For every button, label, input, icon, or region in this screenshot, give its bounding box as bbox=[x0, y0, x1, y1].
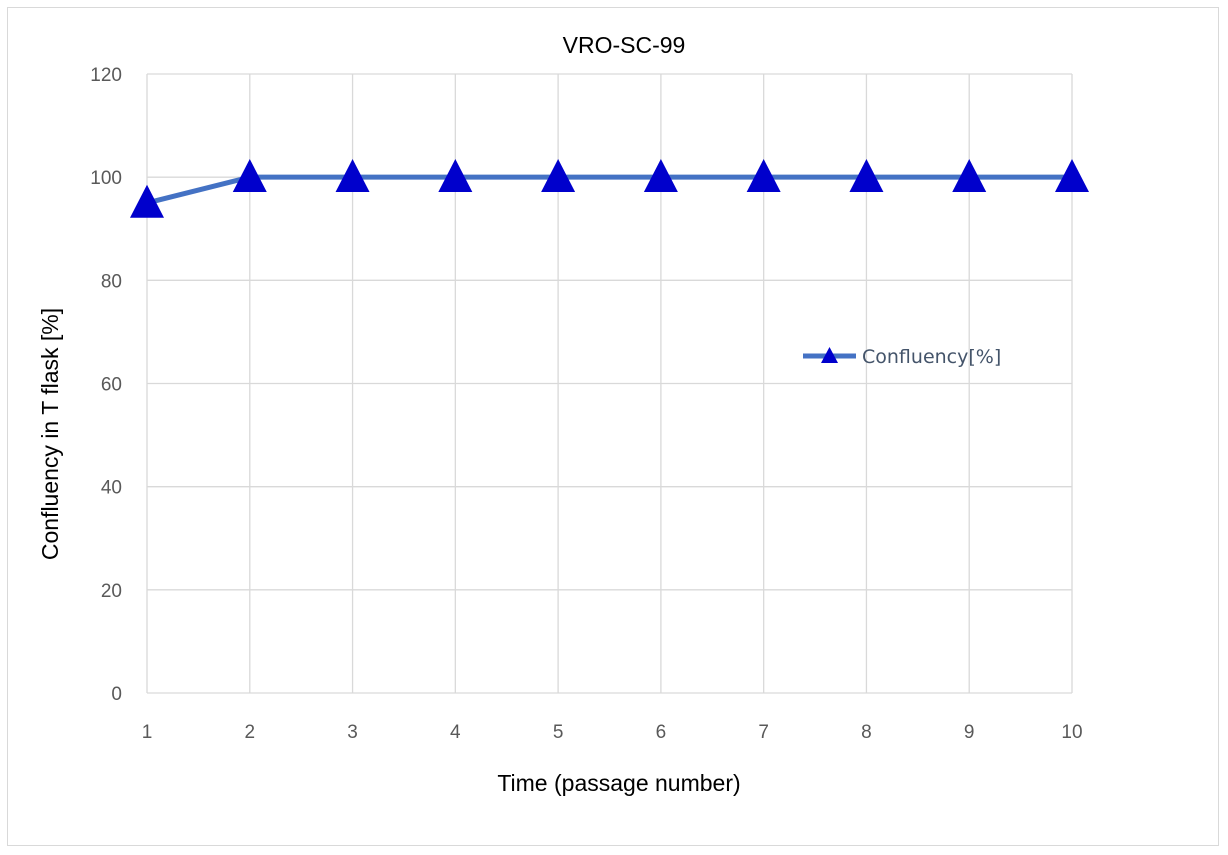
x-tick-label: 9 bbox=[964, 722, 975, 743]
y-tick-label: 60 bbox=[101, 375, 122, 396]
data-point-marker bbox=[438, 159, 473, 193]
y-tick-label: 0 bbox=[111, 684, 122, 705]
x-tick-label: 4 bbox=[450, 722, 461, 743]
y-tick-label: 20 bbox=[101, 581, 122, 602]
data-point-marker bbox=[130, 184, 164, 218]
x-tick-label: 3 bbox=[347, 722, 358, 743]
series-layer bbox=[130, 159, 1089, 218]
y-tick-label: 40 bbox=[101, 478, 122, 499]
x-tick-label: 2 bbox=[244, 722, 255, 743]
tick-labels: 0 20 40 60 80 100 120 1 2 3 4 5 6 7 8 9 10 bbox=[90, 65, 1082, 743]
data-point-marker bbox=[849, 159, 884, 193]
legend-marker-swatch bbox=[821, 347, 838, 363]
x-tick-label: 8 bbox=[861, 722, 872, 743]
series-line bbox=[146, 174, 1072, 206]
gridlines bbox=[146, 73, 1073, 694]
y-tick-label: 120 bbox=[90, 65, 122, 86]
data-point-marker bbox=[952, 159, 987, 193]
legend-entry-label: Confluency[%] bbox=[862, 346, 1001, 368]
data-point-marker bbox=[232, 159, 267, 193]
x-tick-label: 5 bbox=[553, 722, 564, 743]
data-point-marker bbox=[541, 159, 576, 193]
x-tick-label: 7 bbox=[758, 722, 769, 743]
chart-frame bbox=[7, 7, 1219, 846]
x-tick-label: 10 bbox=[1061, 722, 1082, 743]
y-tick-label: 80 bbox=[101, 271, 122, 292]
y-tick-label: 100 bbox=[90, 168, 122, 189]
chart-title: VRO-SC-99 bbox=[563, 32, 686, 58]
data-point-marker bbox=[746, 159, 781, 193]
legend: Confluency[%] bbox=[803, 346, 1001, 368]
x-axis-title: Time (passage number) bbox=[497, 770, 740, 796]
x-tick-label: 1 bbox=[142, 722, 153, 743]
data-point-marker bbox=[335, 159, 370, 193]
data-point-marker bbox=[643, 159, 678, 193]
x-tick-label: 6 bbox=[656, 722, 667, 743]
y-axis-title: Confluency in T flask [%] bbox=[37, 308, 63, 560]
data-point-marker bbox=[1055, 159, 1089, 193]
